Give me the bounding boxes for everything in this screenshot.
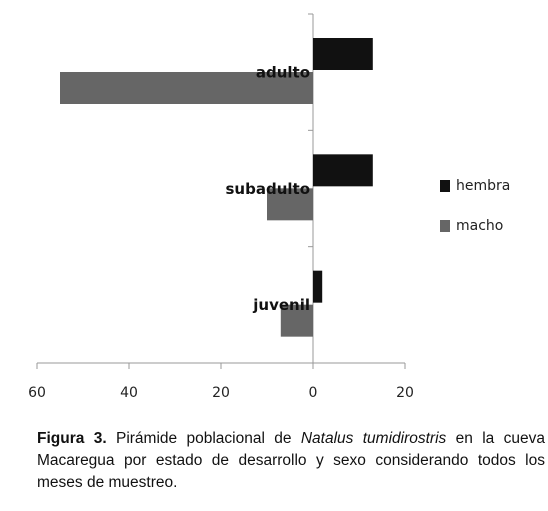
bar [313, 154, 373, 187]
x-tick-label: 20 [212, 385, 230, 401]
category-label: juvenil [252, 296, 310, 314]
bar [313, 38, 373, 70]
x-tick-label: 40 [120, 385, 138, 401]
bar [60, 72, 313, 104]
x-tick-label: 60 [28, 385, 46, 401]
legend-swatch [440, 220, 450, 232]
caption-text: Pirámide poblacional de [115, 430, 292, 447]
bar [280, 304, 313, 337]
x-tick-label: 0 [309, 385, 318, 401]
legend-label: hembra [456, 178, 510, 194]
category-label: subadulto [226, 180, 311, 198]
caption-text: en la cueva Macaregua por estado de desa… [37, 430, 545, 491]
caption: Figura 3. Pirámide poblacional de Natalu… [37, 428, 545, 494]
legend-swatch [440, 180, 450, 192]
legend-label: macho [456, 218, 503, 234]
bar [313, 270, 323, 303]
x-tick-label: 20 [396, 385, 414, 401]
caption-species: Natalus tumidirostris [300, 430, 447, 447]
chart: 60 40 20 0 20 adulto subadulto juvenil hembra mac… [28, 13, 510, 401]
bar [267, 188, 313, 221]
caption-label: Figura 3. [37, 430, 107, 447]
category-label: adulto [256, 64, 310, 82]
